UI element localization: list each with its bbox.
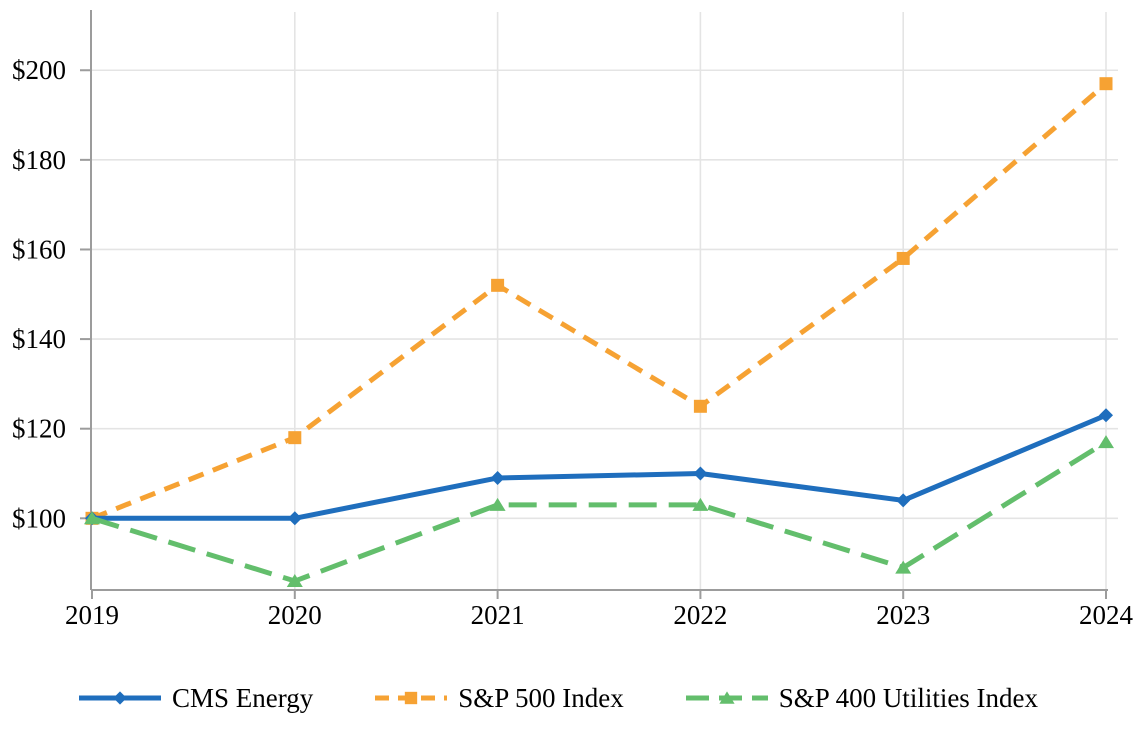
x-tick-label: 2023 [876, 600, 930, 630]
y-tick-label: $140 [12, 324, 66, 354]
sp400-utilities-line-sample-icon [685, 691, 768, 704]
square-marker [693, 399, 707, 413]
diamond-marker [1099, 408, 1113, 423]
diamond-marker [896, 493, 911, 508]
legend-label-sp500: S&P 500 Index [458, 682, 624, 713]
legend-label-cms-energy: CMS Energy [172, 682, 314, 713]
triangle-marker [719, 691, 735, 704]
y-tick-label: $100 [12, 503, 66, 533]
x-tick-label: 2022 [673, 600, 727, 630]
legend-item-cms-energy: CMS Energy [79, 682, 314, 713]
series-line [92, 412, 1107, 521]
cms-energy-line-sample-icon [79, 691, 161, 705]
series-line [91, 440, 1108, 584]
triangle-marker [489, 497, 506, 511]
x-tick-label: 2021 [471, 600, 525, 630]
square-marker [288, 431, 302, 445]
total-return-line-chart: $100 $120 $140 $160 $180 $200 2019 2020 2021 2022… [12, 10, 1134, 630]
square-marker [1099, 77, 1113, 91]
y-tick-label: $180 [12, 145, 66, 175]
triangle-marker [84, 511, 100, 525]
square-marker [491, 278, 505, 292]
diamond-marker [113, 691, 127, 705]
square-marker [405, 691, 418, 705]
x-tick-label: 2020 [268, 600, 322, 630]
legend-item-sp500: S&P 500 Index [375, 682, 624, 713]
y-tick-label: $120 [12, 414, 66, 444]
x-tick-label: 2019 [65, 600, 119, 630]
y-tick-label: $200 [12, 55, 66, 85]
triangle-marker [692, 497, 709, 511]
y-tick-label: $160 [12, 234, 66, 264]
chart-legend: CMS Energy S&P 500 Index S&P 400 Utiliti… [0, 678, 1136, 718]
series-s-p-400-utilities-index [84, 435, 1114, 588]
diamond-marker [287, 511, 302, 526]
triangle-marker [286, 574, 303, 588]
legend-item-sp400-utilities: S&P 400 Utilities Index [685, 682, 1039, 713]
series-cms-energy [85, 408, 1113, 526]
diamond-marker [693, 466, 708, 481]
triangle-marker [1098, 435, 1114, 449]
series-s-p-500-index [85, 77, 1113, 525]
legend-label-sp400-utilities: S&P 400 Utilities Index [778, 682, 1039, 713]
triangle-marker [895, 560, 912, 574]
axes: $100 $120 $140 $160 $180 $200 2019 2020 2021 2022… [12, 10, 1134, 630]
series-line [91, 81, 1108, 521]
diamond-marker [490, 470, 505, 485]
sp500-line-sample-icon [375, 691, 448, 705]
x-tick-label: 2024 [1079, 600, 1134, 630]
square-marker [896, 251, 910, 265]
